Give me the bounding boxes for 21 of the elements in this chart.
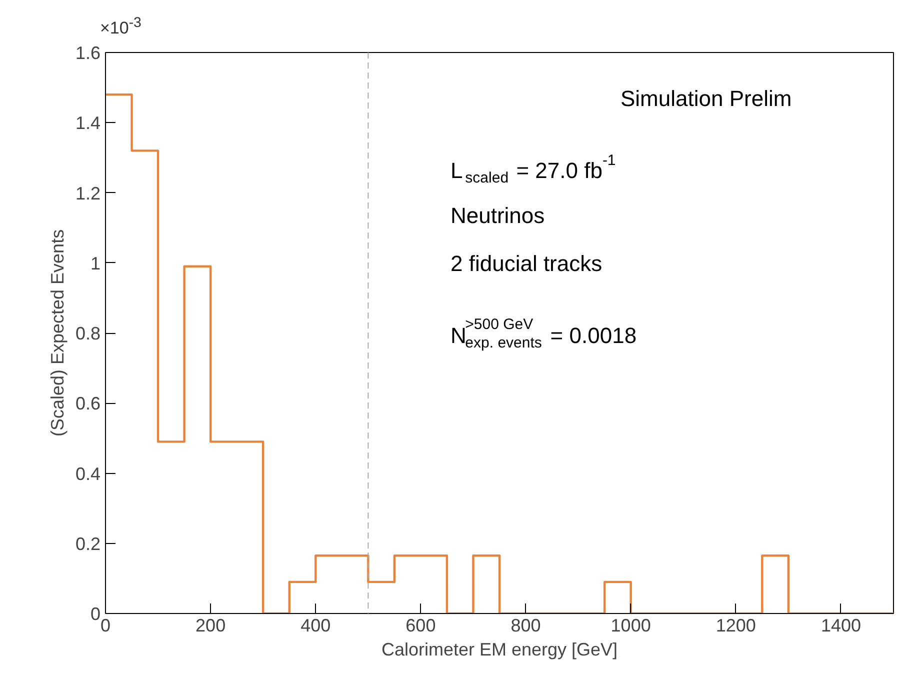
y-tick-label: 1.4 (75, 113, 101, 134)
y-tick-label: 1 (90, 253, 101, 274)
x-tick-label: 1400 (820, 616, 861, 636)
x-tick-label: 800 (510, 616, 541, 636)
y-tick-label: 0.8 (75, 324, 101, 344)
x-tick-label: 1200 (716, 616, 756, 636)
y-tick-label: 1.6 (75, 43, 101, 63)
y-tick-label: 0.2 (75, 534, 101, 554)
y-tick-label: 0.6 (75, 394, 101, 414)
annotation: Simulation Prelim (620, 86, 792, 111)
y-tick-label: 1.2 (75, 183, 101, 204)
text: ×10$^{-3}$ (100, 14, 142, 40)
y-tick-label: 0.4 (75, 464, 101, 484)
x-tick-label: 1000 (610, 616, 651, 636)
x-tick-label: 600 (406, 616, 436, 636)
x-axis-title: Calorimeter EM energy [GeV] (381, 640, 618, 660)
annotation: Neutrinos (450, 203, 545, 228)
x-tick-label: 400 (300, 616, 331, 636)
x-tick-label: 200 (196, 616, 226, 636)
annotation: 2 fiducial tracks (450, 251, 602, 276)
y-axis-title: (Scaled) Expected Events (47, 229, 68, 437)
